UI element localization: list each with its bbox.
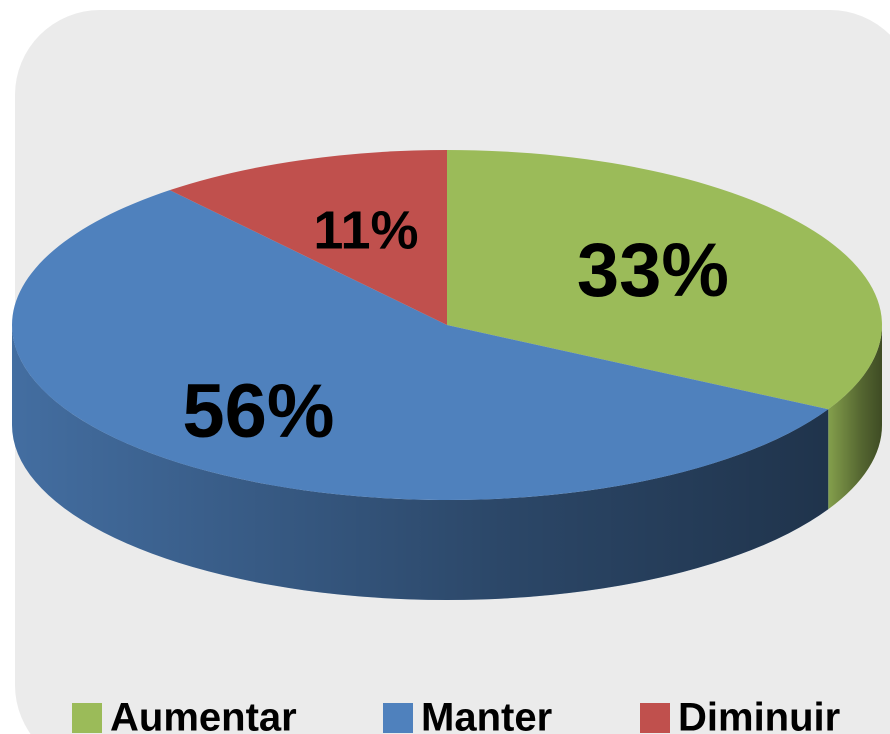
legend-label: Manter xyxy=(421,696,552,734)
slice-side-shade xyxy=(12,325,829,600)
pie xyxy=(11,150,882,600)
data-labels: 33% 56% 11% xyxy=(182,201,729,454)
legend-swatch xyxy=(383,703,413,733)
data-label: 11% xyxy=(313,201,418,261)
slice-side-shade xyxy=(828,325,882,510)
legend: Aumentar Manter Diminuir xyxy=(72,696,840,734)
legend-label: Diminuir xyxy=(678,696,840,734)
slice xyxy=(447,150,882,410)
legend-swatch xyxy=(640,703,670,733)
legend-swatch xyxy=(72,703,102,733)
slice xyxy=(169,150,447,325)
data-label: 56% xyxy=(182,369,334,454)
data-label: 33% xyxy=(577,228,729,313)
legend-label: Aumentar xyxy=(110,696,297,734)
slice xyxy=(11,190,829,501)
